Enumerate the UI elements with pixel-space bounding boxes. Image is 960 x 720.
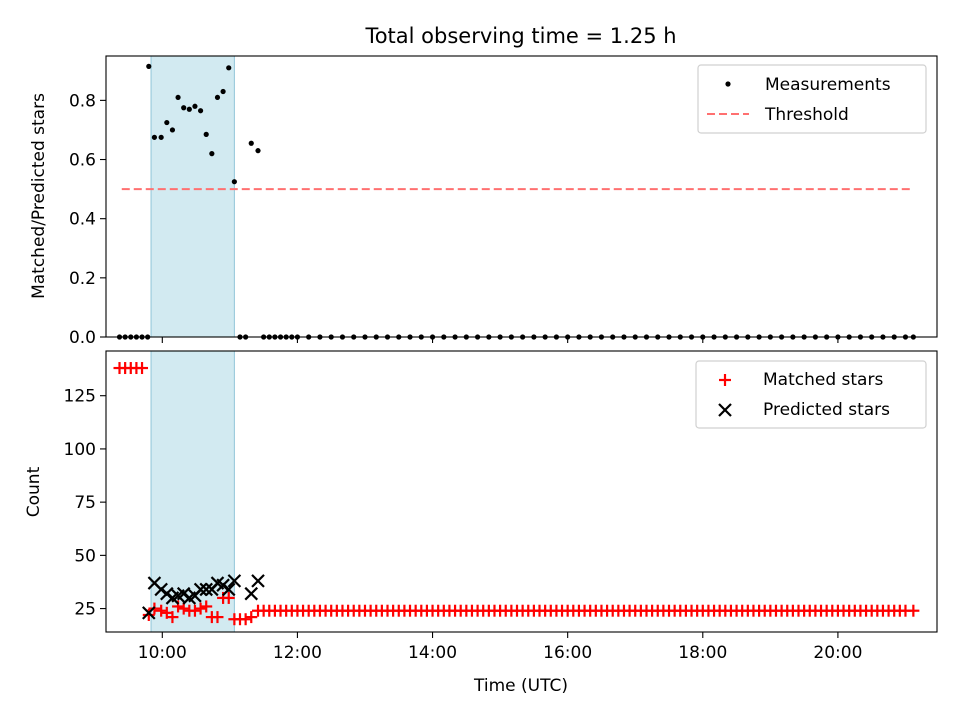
predicted-stars-point-b [251, 574, 265, 588]
predicted-stars-point [227, 574, 242, 588]
measurements-point [164, 119, 170, 126]
bottom-y-tick-label: 75 [74, 493, 96, 513]
measurements-point [209, 151, 215, 157]
measurements-point [169, 127, 176, 133]
matched-stars-point [194, 602, 207, 615]
matched-stars-point [211, 611, 224, 624]
measurements-point [192, 103, 198, 109]
predicted-stars-point-b [142, 606, 156, 620]
bottom-x-ticks: 10:00 12:00 14:00 16:00 18:00 20:00 [138, 632, 862, 663]
measurements-point [146, 63, 152, 69]
bottom-y-ticks: 25 50 75 100 125 [64, 387, 106, 620]
measurements-point [175, 94, 181, 101]
measurements-point [181, 105, 187, 111]
matched-stars-point [166, 611, 179, 624]
bottom-axes-frame [105, 350, 938, 633]
measurements-point [158, 134, 164, 140]
matched-stars-point [907, 604, 920, 617]
predicted-stars-point [244, 586, 259, 601]
measurements-point [197, 108, 204, 114]
top-y-axis-label: Matched/Predicted stars [29, 93, 49, 299]
top-panel: 0.00.20.40.60.8 Matched/Predicted stars … [29, 55, 938, 348]
matched-stars-point [142, 608, 155, 621]
top-y-tick-label: 0.0 [69, 328, 96, 348]
legend-threshold-label: Threshold [764, 105, 849, 125]
measurements-point [248, 140, 254, 146]
top-x-ticks [161, 337, 839, 343]
legend-measurements-label: Measurements [765, 75, 891, 95]
x-tick-label: 12:00 [273, 643, 322, 663]
x-axis-label: Time (UTC) [473, 676, 568, 696]
x-tick-label: 20:00 [813, 643, 862, 663]
bottom-y-tick-label: 100 [64, 440, 96, 460]
matched-stars-point [136, 362, 149, 375]
legend-predicted-marker [718, 403, 732, 417]
predicted-stars-point [142, 606, 156, 620]
matched-stars-point [188, 604, 201, 617]
legend-predicted-label: Predicted stars [763, 400, 890, 420]
predicted-stars-point [221, 582, 236, 597]
measurements-point [255, 148, 261, 154]
measurements-point [231, 179, 237, 185]
predicted-stars-point-b [193, 582, 208, 597]
bottom-y-tick-label: 50 [74, 546, 96, 566]
top-legend: Measurements Threshold [697, 64, 927, 134]
matched-stars-point [200, 600, 213, 613]
bottom-y-axis-label: Count [24, 466, 44, 517]
bottom-panel: 10:00 12:00 14:00 16:00 18:00 20:00 25 50 75 100… [24, 350, 938, 696]
predicted-stars-point-b [210, 576, 225, 590]
measurements-point [203, 131, 209, 137]
predicted-stars-point-b [227, 574, 242, 588]
predicted-stars-point [199, 582, 213, 597]
measurements-point [186, 106, 192, 112]
measurements-point [214, 94, 221, 101]
x-tick-label: 16:00 [543, 643, 592, 663]
matched-stars-point [222, 591, 235, 604]
top-y-tick-label: 0.4 [69, 210, 96, 230]
top-series-marks [116, 63, 916, 340]
predicted-stars-point-b [147, 576, 162, 590]
measurements-point [220, 88, 226, 95]
predicted-stars-point-b [244, 586, 259, 601]
legend-matched-label: Matched stars [763, 370, 883, 390]
matched-stars-point [177, 602, 190, 615]
top-y-tick-label: 0.2 [69, 269, 96, 289]
top-y-tick-label: 0.6 [69, 151, 96, 171]
predicted-stars-point-b [221, 582, 236, 597]
measurements-point [151, 134, 158, 140]
x-tick-label: 10:00 [138, 643, 187, 663]
predicted-stars-point-b [199, 582, 213, 597]
bottom-y-tick-label: 25 [74, 600, 96, 620]
matched-stars-point [155, 604, 168, 617]
top-axes-frame [105, 55, 938, 338]
bottom-y-tick-label: 125 [64, 387, 96, 407]
bottom-legend-box [695, 360, 927, 429]
x-tick-label: 18:00 [678, 643, 727, 663]
top-shaded-region [150, 55, 235, 338]
x-tick-label: 14:00 [408, 643, 457, 663]
predicted-stars-point [251, 574, 265, 588]
matched-stars-point [245, 611, 258, 624]
legend-matched-marker [719, 374, 731, 386]
measurements-point [226, 65, 232, 71]
predicted-stars-point [193, 582, 208, 597]
top-y-tick-label: 0.8 [69, 91, 96, 111]
matched-stars-point [239, 613, 252, 626]
top-y-ticks: 0.0 0.2 0.4 0.6 0.8 [69, 91, 106, 348]
bottom-legend: Matched stars Predicted stars [695, 360, 927, 429]
bottom-series-marks [113, 362, 920, 626]
top-legend-box [697, 64, 927, 134]
chart-title: Total observing time = 1.25 h [364, 24, 676, 48]
legend-measurements-marker [725, 81, 731, 87]
